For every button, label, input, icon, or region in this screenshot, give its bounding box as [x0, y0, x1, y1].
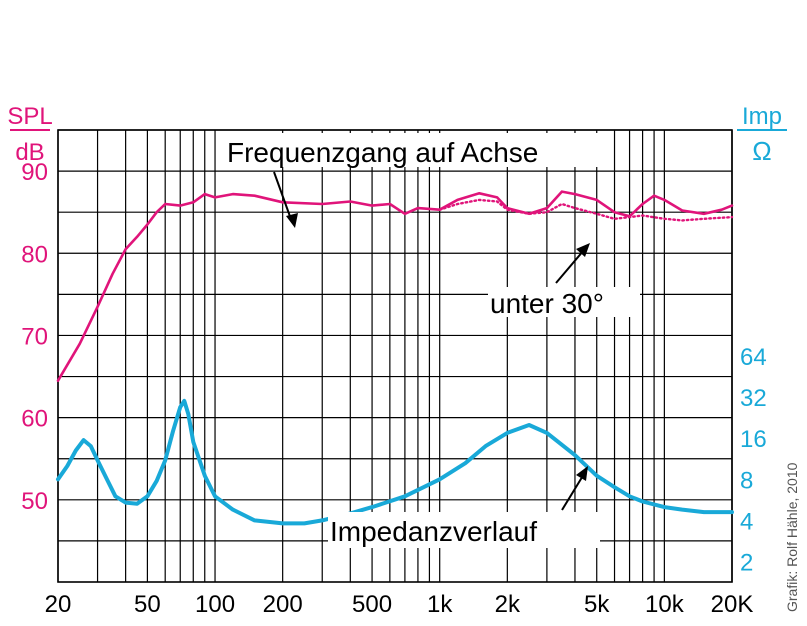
annotation-bg-impedanz: [328, 512, 600, 548]
credit-text: Grafik: Rolf Hähle, 2010: [784, 462, 800, 612]
series-line-0: [56, 190, 734, 382]
right-tick-label: 64: [740, 344, 767, 371]
right-tick-label: 16: [740, 426, 767, 453]
series-line-1: [438, 198, 734, 222]
annotation-frequenzgang: Frequenzgang auf Achse: [227, 137, 538, 168]
x-tick-label: 200: [263, 591, 303, 618]
x-tick-label: 5k: [584, 591, 610, 618]
left-tick-label: 90: [21, 159, 48, 186]
x-tick-label: 20: [45, 591, 72, 618]
annotation-arrowhead-frequenzgang: [286, 213, 298, 228]
right-tick-label: 32: [740, 385, 767, 412]
x-tick-label: 2k: [495, 591, 521, 618]
left-tick-label: 60: [21, 406, 48, 433]
annotation-impedanz: Impedanzverlauf: [330, 516, 537, 547]
annotation-arrowhead-impedanz: [576, 466, 588, 481]
x-tick-label: 1k: [427, 591, 453, 618]
series-line-2: [56, 398, 734, 526]
tick-labels: 20 50 100 200 500 1k 2k 5k 10k 20K 50 60 70 80 90 2 4 8 16…: [21, 159, 766, 618]
x-tick-label: 100: [195, 591, 235, 618]
annotation-arrow-unter30: [555, 249, 585, 284]
right-tick-label: 8: [740, 467, 753, 494]
annotation-arrow-impedanz: [561, 473, 585, 511]
x-tick-label: 50: [134, 591, 161, 618]
annotation-bg-unter30: [488, 287, 640, 317]
series: [56, 190, 734, 526]
annotation-arrow-frequenzgang: [273, 171, 293, 223]
annotation-bg-frequenzgang: [222, 133, 612, 167]
left-axis-title-top: SPL: [7, 103, 52, 130]
annotation-unter30: unter 30°: [490, 288, 604, 319]
right-axis-title-top: Imp: [742, 103, 782, 130]
x-tick-label: 500: [352, 591, 392, 618]
right-axis-title-bottom: Ω: [752, 136, 771, 166]
left-tick-label: 80: [21, 241, 48, 268]
x-tick-label: 10k: [645, 591, 685, 618]
right-tick-label: 4: [740, 508, 753, 535]
plot-frame: [57, 129, 733, 583]
left-tick-label: 50: [21, 488, 48, 515]
right-tick-label: 2: [740, 549, 753, 576]
annotation-arrowhead-unter30: [576, 243, 590, 257]
left-tick-label: 70: [21, 323, 48, 350]
left-axis-title-bottom: dB: [15, 139, 44, 166]
x-tick-label: 20K: [711, 591, 754, 618]
